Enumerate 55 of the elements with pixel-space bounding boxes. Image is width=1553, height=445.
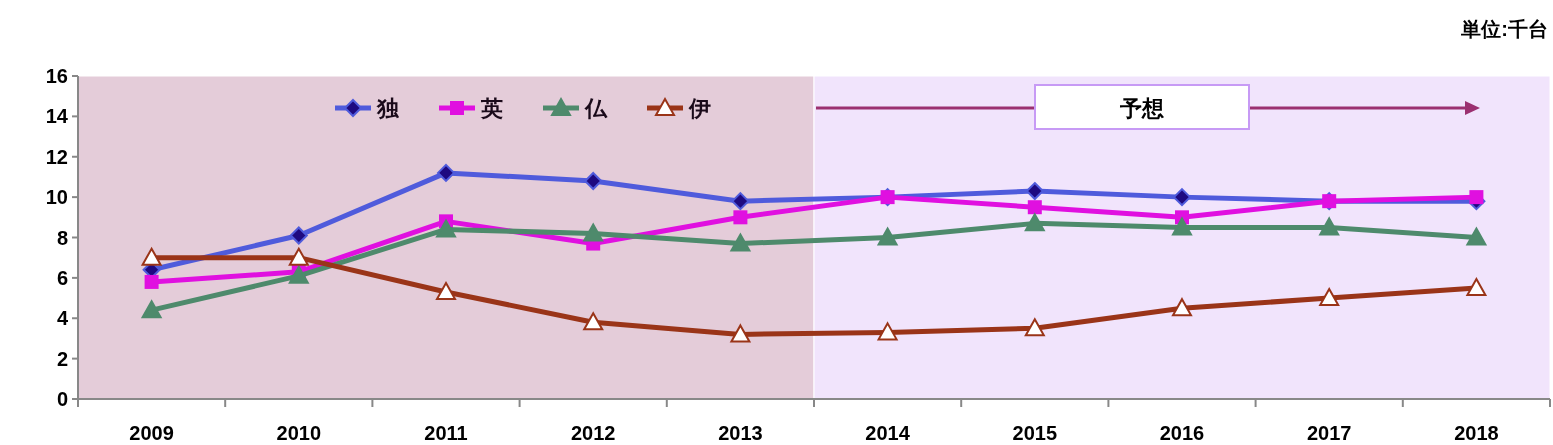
y-tick-label: 6	[56, 266, 68, 289]
legend-label: 仏	[584, 96, 608, 121]
point	[1319, 217, 1340, 236]
point	[1025, 182, 1044, 201]
x-tick-label: 2010	[276, 422, 322, 444]
y-tick-label: 8	[56, 226, 68, 249]
point	[141, 247, 162, 266]
point	[1173, 188, 1191, 207]
x-tick-label: 2018	[1454, 422, 1499, 444]
y-tick-label: 14	[45, 105, 69, 128]
point	[583, 223, 604, 242]
y-tick-label: 4	[56, 307, 69, 330]
y-tick-label: 16	[45, 65, 68, 87]
x-tick-label: 2013	[718, 422, 763, 444]
point	[288, 247, 309, 266]
y-tick-label: 10	[45, 186, 68, 209]
point	[1027, 200, 1042, 215]
legend-label: 英	[480, 96, 503, 121]
x-tick-label: 2016	[1159, 422, 1205, 444]
point	[1024, 318, 1045, 337]
point	[1466, 227, 1487, 246]
point	[877, 227, 898, 246]
point	[436, 282, 456, 301]
x-tick-label: 2011	[424, 422, 468, 444]
y-tick-label: 2	[56, 347, 68, 370]
point	[1319, 288, 1340, 307]
text: 単位:千台	[1460, 18, 1548, 40]
point	[141, 300, 162, 319]
point	[731, 192, 750, 211]
point	[436, 219, 456, 238]
point	[288, 265, 309, 284]
point	[583, 312, 604, 331]
y-tick-label: 0	[56, 388, 68, 410]
point	[730, 324, 751, 343]
x-tick-label: 2012	[570, 422, 616, 444]
band-label: 予想	[1119, 96, 1164, 121]
legend-label: 独	[376, 96, 400, 121]
point	[1024, 213, 1045, 232]
point	[730, 233, 751, 252]
point	[1466, 277, 1487, 296]
point	[1172, 298, 1192, 317]
point	[144, 274, 159, 289]
y-tick-label: 12	[45, 145, 68, 168]
legend-label: 伊	[688, 96, 711, 121]
point	[733, 210, 748, 225]
point	[289, 226, 308, 245]
point	[1469, 190, 1484, 205]
x-tick-label: 2009	[129, 422, 174, 444]
x-tick-label: 2015	[1012, 422, 1058, 444]
point	[437, 163, 455, 182]
point	[877, 322, 898, 341]
x-tick-label: 2014	[865, 422, 911, 444]
x-tick-label: 2017	[1306, 422, 1352, 444]
point	[584, 171, 603, 190]
point	[1172, 217, 1192, 236]
